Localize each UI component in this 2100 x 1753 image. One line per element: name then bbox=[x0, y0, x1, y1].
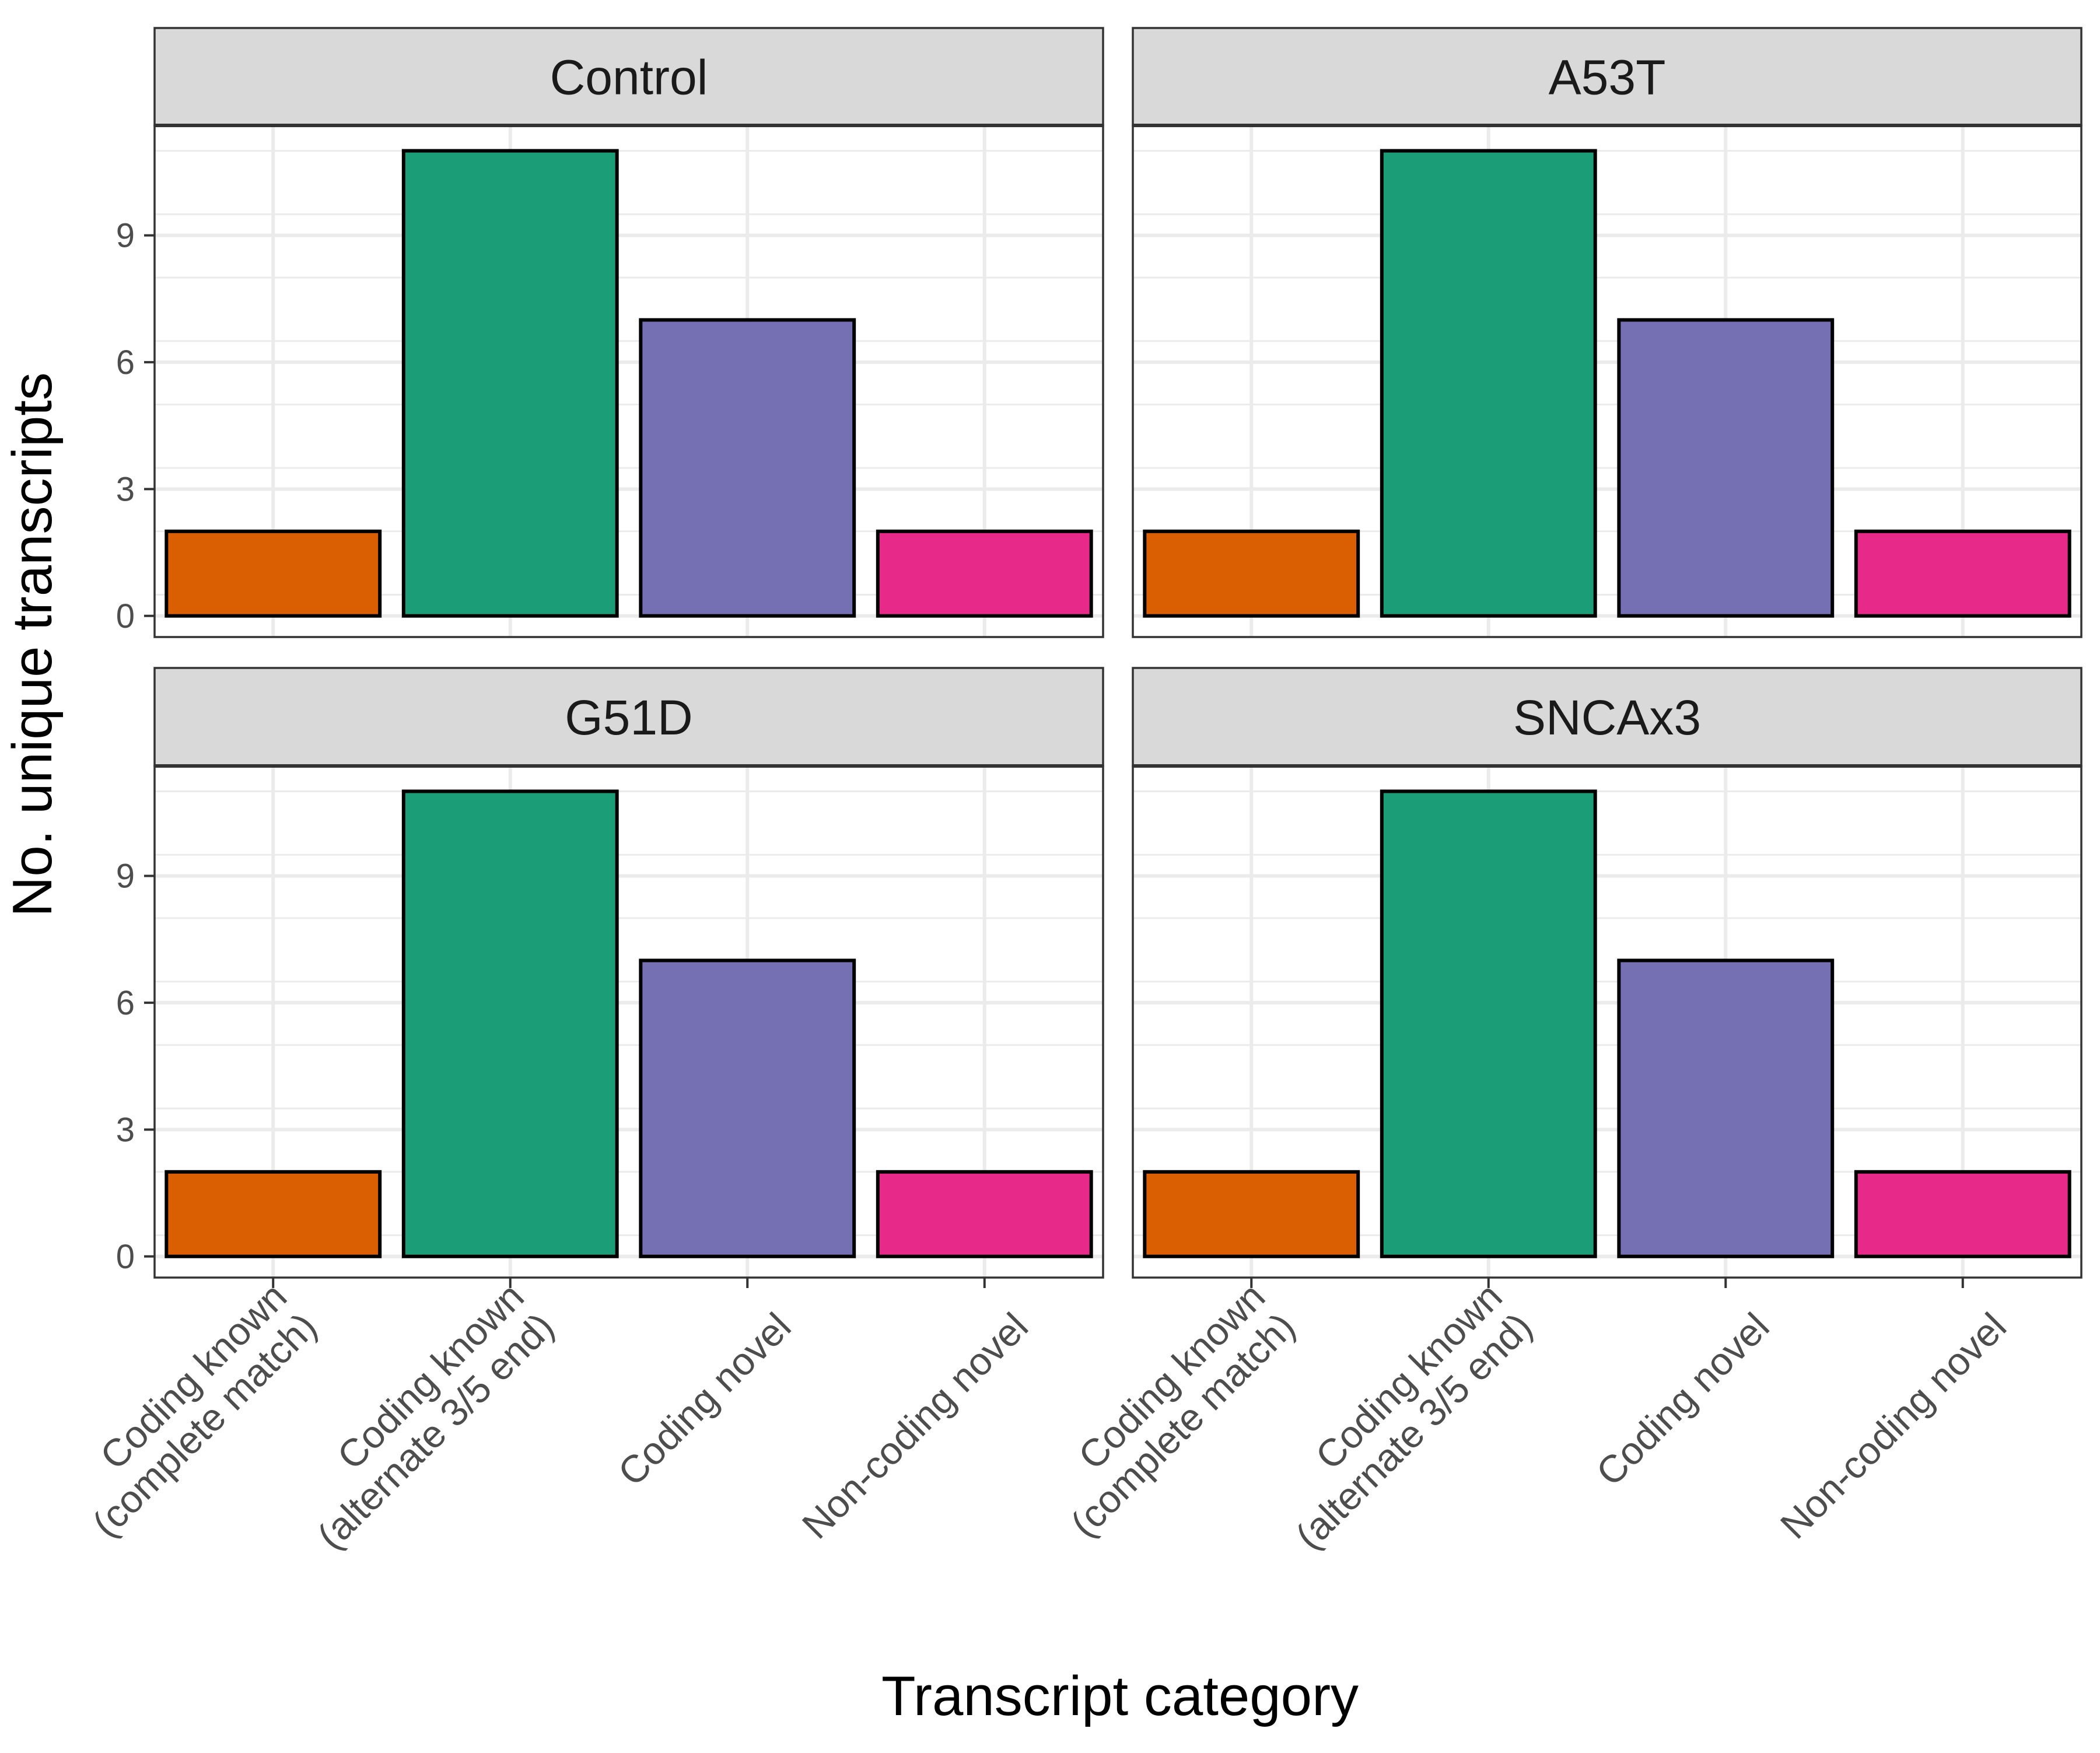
bar-a53t-1 bbox=[1143, 529, 1360, 618]
bar-a53t-3 bbox=[1617, 318, 1835, 618]
y-tick-label: 9 bbox=[116, 216, 135, 254]
facet-strip-label: A53T bbox=[1549, 50, 1666, 105]
bar-g51d-1 bbox=[164, 1170, 382, 1258]
bar-g51d-2 bbox=[401, 789, 619, 1258]
bar-control-4 bbox=[876, 529, 1093, 618]
x-axis-title: Transcript category bbox=[881, 1665, 1359, 1727]
y-tick-label: 6 bbox=[116, 344, 135, 382]
bar-a53t-2 bbox=[1380, 149, 1597, 618]
bar-a53t-4 bbox=[1854, 529, 2071, 618]
bar-sncax3-1 bbox=[1143, 1170, 1360, 1258]
bar-g51d-4 bbox=[876, 1170, 1093, 1258]
bar-sncax3-3 bbox=[1617, 958, 1835, 1258]
facet-strip bbox=[153, 667, 1104, 767]
y-tick-label: 0 bbox=[116, 597, 135, 635]
facet-panel-sncax3: SNCAx3 bbox=[1132, 667, 2082, 1279]
facet-strip bbox=[153, 27, 1104, 127]
bar-sncax3-4 bbox=[1854, 1170, 2071, 1258]
facet-strip-label: Control bbox=[550, 50, 708, 105]
facet-panel-control: Control 0 3 6 9 bbox=[116, 27, 1104, 638]
bar-control-3 bbox=[639, 318, 856, 618]
y-tick-label: 3 bbox=[116, 470, 135, 508]
y-tick-label: 6 bbox=[116, 984, 135, 1022]
bar-control-1 bbox=[164, 529, 382, 618]
facet-strip bbox=[1132, 27, 2082, 127]
y-axis-title: No. unique transcripts bbox=[1, 372, 64, 917]
facet-strip-label: SNCAx3 bbox=[1513, 690, 1701, 745]
bar-sncax3-2 bbox=[1380, 789, 1597, 1258]
facet-panel-a53t: A53T bbox=[1132, 27, 2082, 638]
y-tick-label: 9 bbox=[116, 857, 135, 895]
facet-panel-g51d: G51D 0 3 6 9 bbox=[116, 667, 1104, 1279]
y-tick-label: 0 bbox=[116, 1238, 135, 1276]
bar-g51d-3 bbox=[639, 958, 856, 1258]
y-tick-label: 3 bbox=[116, 1111, 135, 1149]
facet-strip-label: G51D bbox=[565, 690, 692, 745]
bar-control-2 bbox=[401, 149, 619, 618]
facet-strip bbox=[1132, 667, 2082, 767]
